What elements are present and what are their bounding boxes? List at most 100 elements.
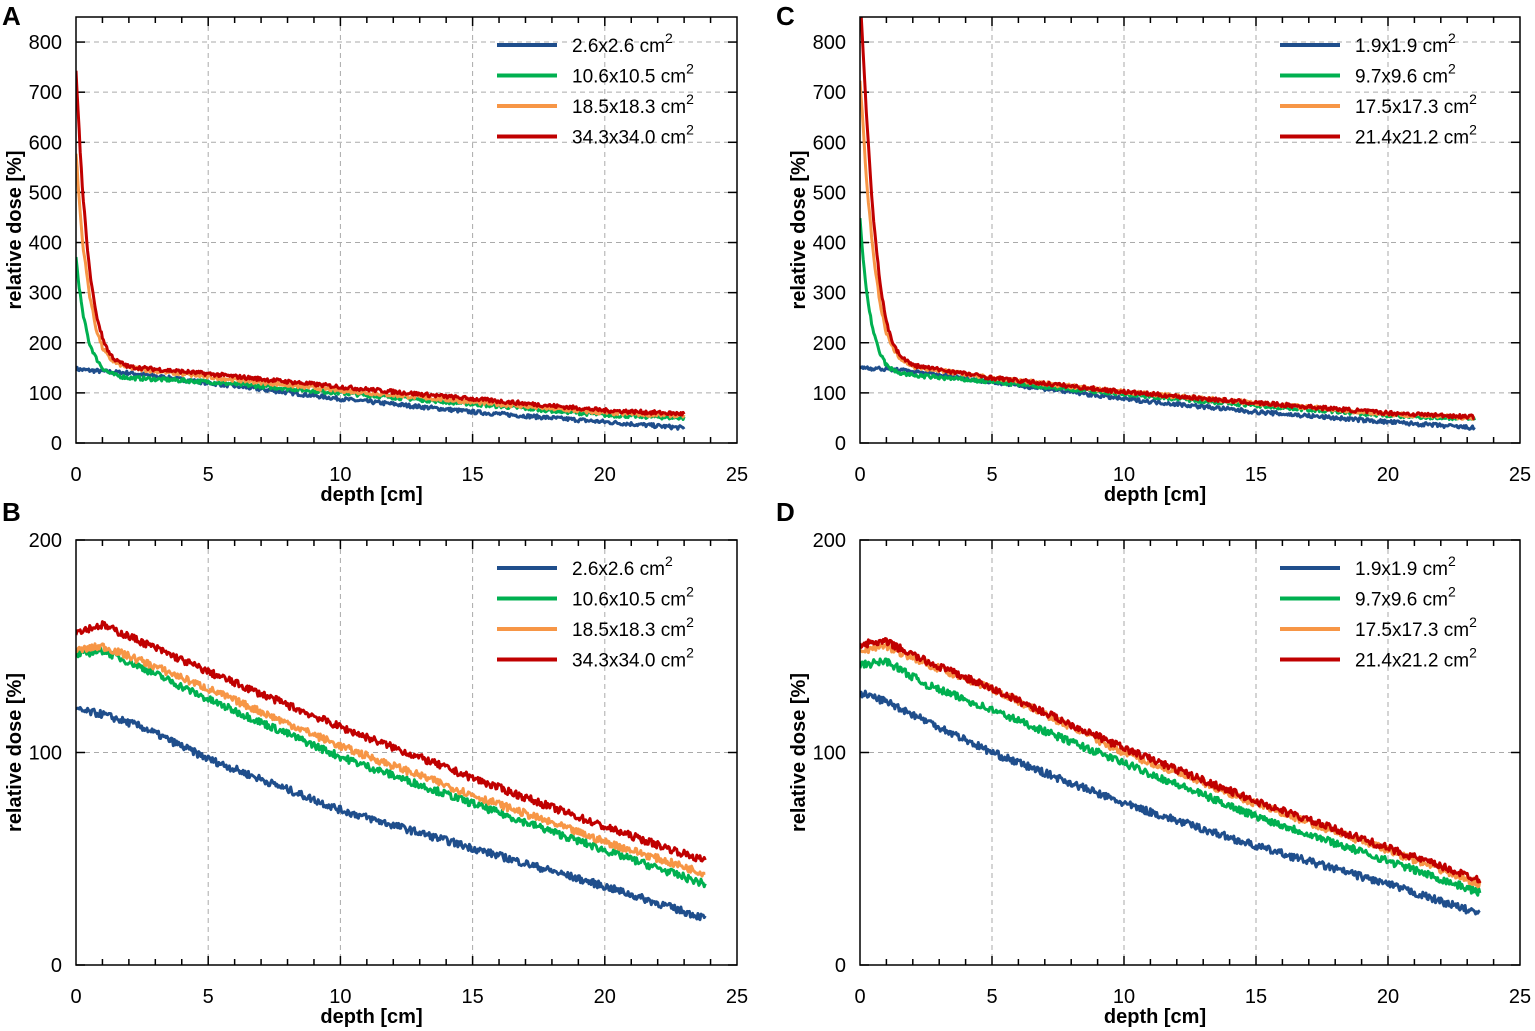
legend: 2.6x2.6 cm2 10.6x10.5 cm2 18.5x18.3 cm2 34.…: [497, 30, 694, 149]
x-tick-label: 15: [1245, 464, 1267, 486]
y-tick-label: 0: [51, 433, 62, 455]
y-tick-label: 100: [813, 383, 846, 405]
panel-letter: A: [2, 1, 21, 31]
plot-frame: [859, 539, 1521, 966]
x-tick-label: 0: [70, 986, 81, 1008]
legend-label: 17.5x17.3 cm2: [1355, 614, 1477, 641]
legend-superscript: 2: [686, 584, 694, 600]
panel-D: D 0 5 10 15 20 25 0 100 200 depth [cm] relative dos…: [776, 497, 1531, 1028]
x-tick-label: 10: [329, 464, 351, 486]
y-tick-label: 200: [29, 333, 62, 355]
y-tick-label: 800: [29, 32, 62, 54]
x-tick-label: 20: [1377, 464, 1399, 486]
y-tick-label: 300: [813, 283, 846, 305]
legend-label: 34.3x34.0 cm2: [572, 122, 694, 149]
y-tick-label: 600: [813, 132, 846, 154]
legend-superscript: 2: [1448, 553, 1456, 569]
y-tick-label: 700: [813, 82, 846, 104]
y-tick-label: 300: [29, 283, 62, 305]
x-axis-label: depth [cm]: [320, 1006, 422, 1028]
y-tick-label: 100: [29, 383, 62, 405]
panel-B: B 0 5 10 15 20 25 0 100 200 depth [cm] relative dos…: [2, 497, 748, 1028]
x-axis-label: depth [cm]: [1104, 1006, 1206, 1028]
y-tick-label: 500: [29, 182, 62, 204]
legend-label: 21.4x21.2 cm2: [1355, 645, 1477, 672]
y-tick-label: 200: [29, 530, 62, 552]
x-tick-label: 5: [986, 464, 997, 486]
x-tick-label: 0: [70, 464, 81, 486]
legend-superscript: 2: [1448, 61, 1456, 77]
y-tick-label: 600: [29, 132, 62, 154]
series-line-green: [860, 657, 1482, 897]
y-axis-label: relative dose [%]: [788, 673, 810, 832]
legend-label: 9.7x9.6 cm2: [1355, 584, 1456, 611]
legend-label: 21.4x21.2 cm2: [1355, 122, 1477, 149]
y-tick-label: 800: [813, 32, 846, 54]
legend-superscript: 2: [665, 30, 673, 46]
y-tick-label: 0: [835, 955, 846, 977]
series-line-red: [860, 17, 1475, 421]
x-tick-label: 10: [1113, 986, 1135, 1008]
plot-frame: [75, 16, 738, 444]
x-axis-label: depth [cm]: [1104, 484, 1206, 506]
x-tick-label: 25: [726, 986, 748, 1008]
series-line-red: [860, 637, 1482, 884]
y-axis-label: relative dose [%]: [788, 151, 810, 310]
x-tick-label: 20: [594, 986, 616, 1008]
legend-label: 2.6x2.6 cm2: [572, 30, 673, 57]
legend-superscript: 2: [1469, 91, 1477, 107]
legend-superscript: 2: [1469, 645, 1477, 661]
panel-letter: D: [776, 497, 795, 527]
series-line-green: [76, 645, 707, 889]
series-line-orange: [76, 642, 706, 878]
y-tick-label: 100: [813, 743, 846, 765]
y-axis-label: relative dose [%]: [4, 151, 26, 310]
y-tick-label: 400: [29, 233, 62, 255]
legend-label: 1.9x1.9 cm2: [1355, 553, 1456, 580]
y-axis-label: relative dose [%]: [4, 673, 26, 832]
legend-label: 1.9x1.9 cm2: [1355, 30, 1456, 57]
x-tick-label: 20: [594, 464, 616, 486]
legend-superscript: 2: [1448, 584, 1456, 600]
y-tick-label: 500: [813, 182, 846, 204]
legend-superscript: 2: [686, 91, 694, 107]
series-line-blue: [76, 706, 707, 922]
series-line-green: [860, 217, 1477, 422]
x-tick-label: 20: [1377, 986, 1399, 1008]
x-tick-label: 5: [203, 986, 214, 1008]
legend-superscript: 2: [686, 645, 694, 661]
y-tick-label: 0: [51, 955, 62, 977]
x-tick-label: 15: [461, 986, 483, 1008]
legend-superscript: 2: [1469, 122, 1477, 138]
series-line-red: [76, 620, 707, 863]
legend-superscript: 2: [686, 614, 694, 630]
x-tick-label: 25: [1509, 464, 1531, 486]
panel-letter: C: [776, 1, 795, 31]
x-tick-label: 25: [1509, 986, 1531, 1008]
x-tick-label: 0: [854, 464, 865, 486]
series-line-blue: [860, 689, 1481, 916]
legend-label: 2.6x2.6 cm2: [572, 553, 673, 580]
legend-superscript: 2: [665, 553, 673, 569]
y-tick-label: 400: [813, 233, 846, 255]
x-tick-label: 10: [1113, 464, 1135, 486]
legend-label: 34.3x34.0 cm2: [572, 645, 694, 672]
x-tick-label: 5: [986, 986, 997, 1008]
y-tick-label: 100: [29, 743, 62, 765]
legend-label: 18.5x18.3 cm2: [572, 614, 694, 641]
legend: 1.9x1.9 cm2 9.7x9.6 cm2 17.5x17.3 cm2 21.4x…: [1280, 30, 1477, 149]
panel-letter: B: [2, 497, 21, 527]
x-tick-label: 5: [203, 464, 214, 486]
legend-label: 9.7x9.6 cm2: [1355, 61, 1456, 88]
plot-frame: [859, 16, 1521, 444]
y-tick-label: 0: [835, 433, 846, 455]
y-tick-label: 200: [813, 530, 846, 552]
legend-label: 10.6x10.5 cm2: [572, 584, 694, 611]
y-tick-label: 700: [29, 82, 62, 104]
x-tick-label: 0: [854, 986, 865, 1008]
legend: 2.6x2.6 cm2 10.6x10.5 cm2 18.5x18.3 cm2 34.…: [497, 553, 694, 672]
series-line-blue: [76, 365, 686, 431]
series-line-red: [76, 70, 686, 417]
legend-superscript: 2: [1448, 30, 1456, 46]
